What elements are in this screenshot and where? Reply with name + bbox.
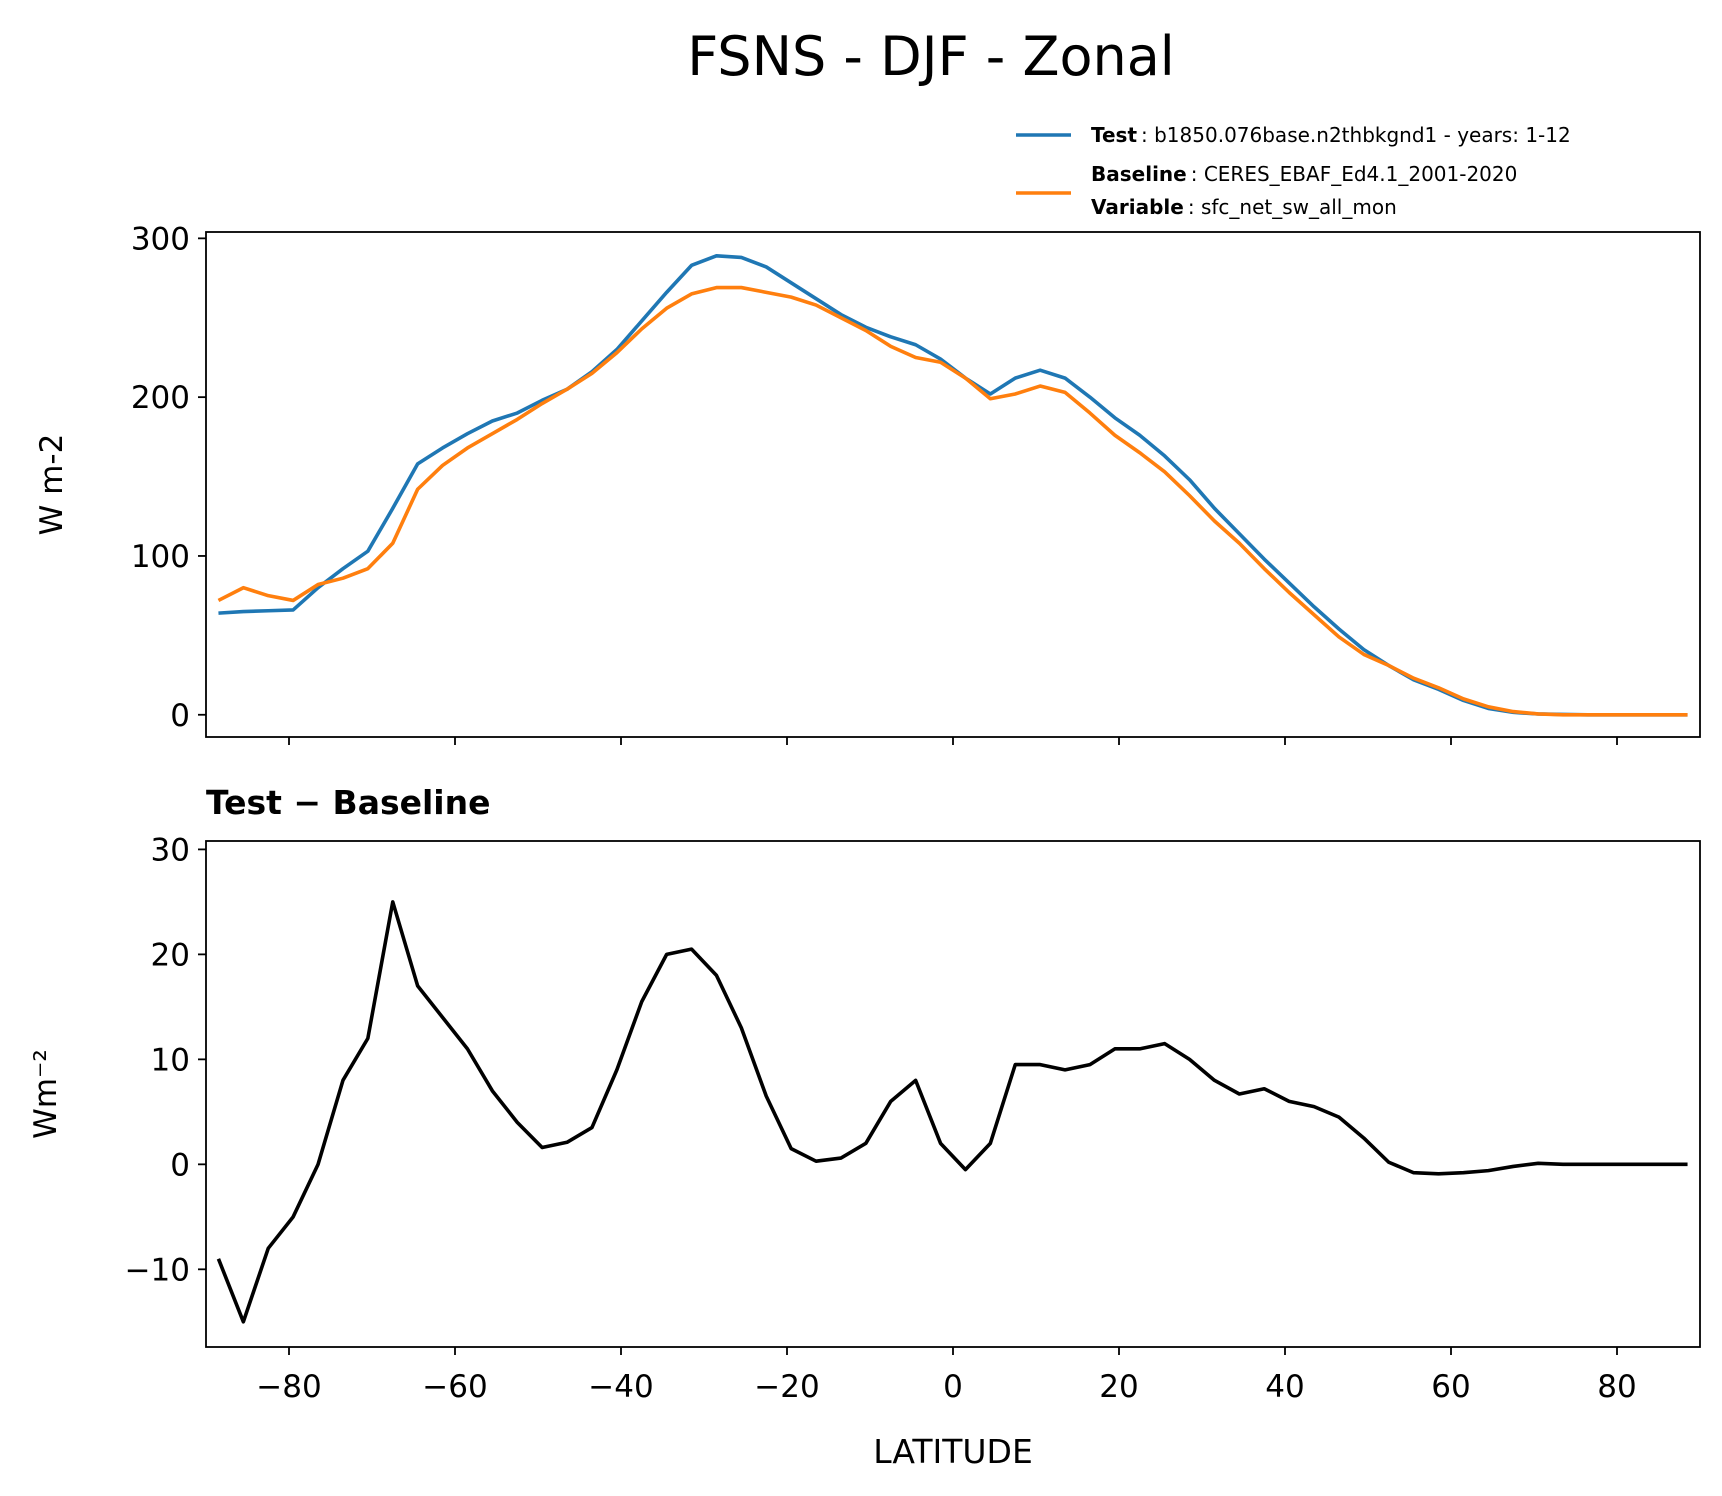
x-tick-label: 60 [1431,1369,1470,1405]
legend-detail: : b1850.076base.n2thbkgnd1 - years: 1-12 [1141,123,1571,147]
legend-label: Test: b1850.076base.n2thbkgnd1 - years: … [1091,123,1571,147]
y-tick-label: 20 [151,937,190,973]
y-axis-label: Wm⁻² [28,1049,64,1139]
x-tick-label: −40 [588,1369,653,1405]
data-line [216,900,1688,1324]
legend-detail: : CERES_EBAF_Ed4.1_2001-2020 [1191,162,1518,186]
x-axis-label: LATITUDE [873,1432,1033,1471]
y-tick-label: 0 [170,698,190,734]
y-tick-label: 10 [151,1042,190,1078]
x-tick-label: 80 [1597,1369,1636,1405]
x-tick-label: −60 [422,1369,487,1405]
y-tick-label: 100 [131,539,190,575]
axes-frame [205,840,1701,1348]
x-tick-label: −20 [754,1369,819,1405]
subplot-title: Test − Baseline [206,783,491,822]
legend-name: Test [1091,123,1137,147]
axes-frame [205,231,1701,738]
legend-label: Baseline: CERES_EBAF_Ed4.1_2001-2020 [1091,162,1517,186]
y-tick-label: 200 [131,380,190,416]
legend-label: Variable: sfc_net_sw_all_mon [1091,195,1397,219]
y-tick-label: 0 [170,1147,190,1183]
chart-title: FSNS - DJF - Zonal [687,25,1175,88]
x-tick-label: 20 [1099,1369,1138,1405]
y-axis-label: W m-2 [34,434,70,536]
x-tick-label: 0 [943,1369,963,1405]
x-tick-label: −80 [256,1369,321,1405]
y-tick-label: 30 [151,832,190,868]
legend-name: Baseline [1091,162,1187,186]
legend-detail: : sfc_net_sw_all_mon [1188,195,1397,219]
y-tick-label: −10 [125,1252,190,1288]
x-tick-label: 40 [1265,1369,1304,1405]
y-tick-label: 300 [131,221,190,257]
data-line [217,285,1688,717]
legend-name: Variable [1091,195,1184,219]
